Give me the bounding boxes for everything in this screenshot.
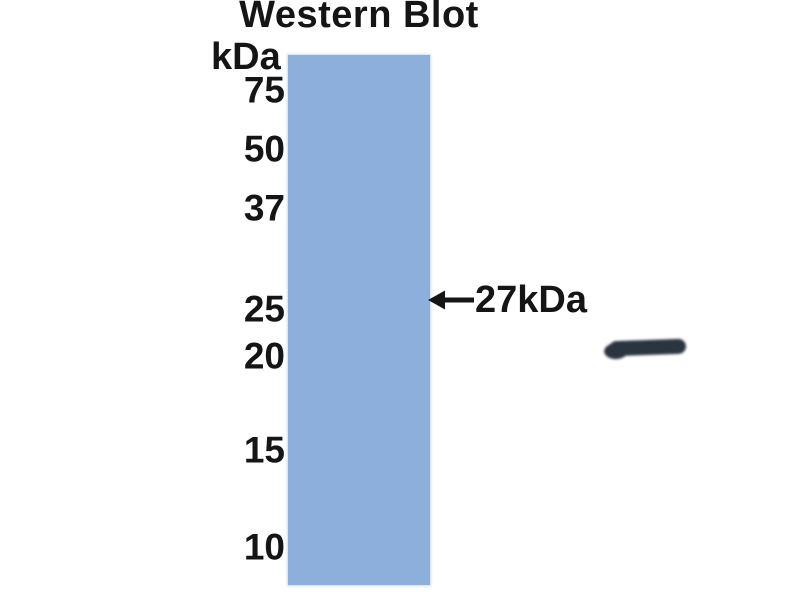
mw-marker-37: 37 [243, 187, 285, 229]
blot-lane [288, 55, 687, 585]
band-size-label: 27kDa [475, 279, 587, 321]
mw-marker-10: 10 [243, 526, 285, 568]
band-annotation: 27kDa [428, 281, 587, 319]
kda-unit-label: kDa [211, 36, 281, 78]
protein-band [603, 335, 691, 361]
mw-marker-50: 50 [243, 128, 285, 170]
mw-marker-25: 25 [243, 288, 285, 330]
figure-title: Western Blot [239, 0, 479, 36]
mw-marker-75: 75 [243, 69, 285, 111]
protein-band-core [608, 338, 687, 357]
left-arrow-icon [428, 290, 474, 310]
mw-marker-20: 20 [243, 335, 285, 377]
mw-marker-15: 15 [243, 429, 285, 471]
